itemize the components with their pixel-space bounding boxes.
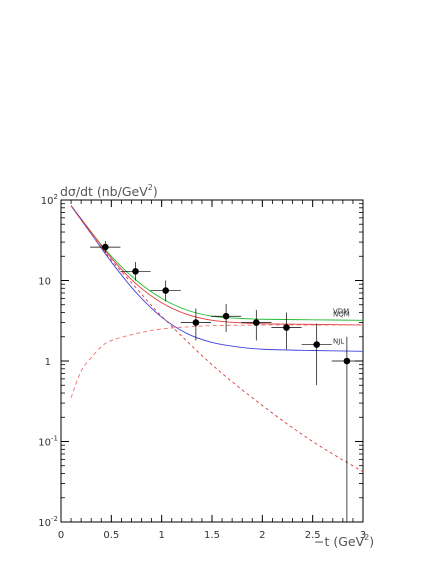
x-axis-label: −t (GeV2) bbox=[314, 533, 374, 549]
curve-nqm bbox=[70, 205, 364, 326]
x-tick-label: 2.5 bbox=[305, 530, 321, 541]
model-label-njl: NJL bbox=[333, 338, 344, 346]
y-tick-label: 102 bbox=[41, 193, 58, 207]
curve-njl bbox=[70, 205, 364, 352]
y-tick-label: 10-1 bbox=[38, 435, 58, 449]
data-point bbox=[162, 287, 169, 294]
x-tick-label: 3 bbox=[360, 530, 366, 541]
x-axis-label-sup: 2 bbox=[364, 533, 369, 542]
axis-ticks: 0 0.5 1 1.5 2 2.5 3 10-2 10-1 1 10 102 bbox=[38, 193, 366, 541]
data-points bbox=[90, 240, 362, 522]
model-curves bbox=[70, 205, 364, 473]
data-point bbox=[343, 357, 351, 365]
x-tick-label: 1 bbox=[158, 530, 164, 541]
y-tick-label: 10 bbox=[38, 277, 51, 288]
y-axis-label: dσ/dt (nb/GeV2) bbox=[60, 183, 158, 199]
model-label-nqm: NQM bbox=[333, 310, 350, 318]
x-tick-label: 1.5 bbox=[204, 530, 220, 541]
data-point bbox=[222, 312, 230, 320]
y-tick-label: 1 bbox=[45, 357, 51, 368]
data-point bbox=[101, 243, 109, 251]
curve-vdm bbox=[70, 205, 364, 321]
data-point bbox=[192, 319, 200, 326]
y-axis-label-sup: 2 bbox=[148, 183, 153, 192]
curve-component bbox=[70, 324, 363, 398]
data-point bbox=[313, 341, 320, 348]
model-label-vdm: VDM bbox=[333, 307, 349, 315]
data-point bbox=[283, 324, 290, 331]
data-point bbox=[252, 319, 260, 326]
data-point bbox=[132, 268, 139, 275]
x-tick-label: 0.5 bbox=[103, 530, 119, 541]
x-tick-label: 2 bbox=[259, 530, 265, 541]
x-tick-label: 0 bbox=[58, 530, 64, 541]
curve-component bbox=[70, 205, 364, 473]
y-tick-label: 10-2 bbox=[38, 515, 58, 529]
